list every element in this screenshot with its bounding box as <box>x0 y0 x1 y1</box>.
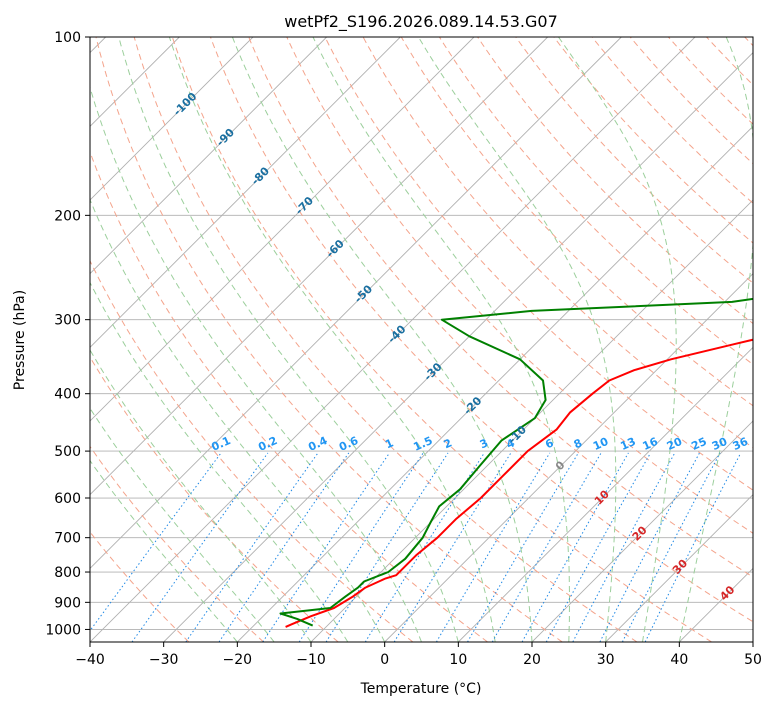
mixing-ratio-line <box>491 452 602 642</box>
isotherm-line <box>90 37 327 275</box>
x-tick-label: 20 <box>523 652 541 668</box>
moist-adiabat-line <box>231 37 533 642</box>
x-tick-label: −30 <box>149 652 179 668</box>
mixing-ratio-label: 30 <box>710 435 730 453</box>
isotherm-line <box>90 37 696 642</box>
mixing-ratio-label: 13 <box>618 435 637 453</box>
mixing-ratio-line <box>621 452 721 642</box>
temperature-profile-line <box>285 338 753 628</box>
x-tick-label: −40 <box>75 652 105 668</box>
dry-adiabat-line <box>90 259 414 642</box>
y-tick-label: 600 <box>54 491 81 507</box>
y-axis-title: Pressure (hPa) <box>12 290 28 390</box>
mixing-ratio-line <box>521 452 629 642</box>
x-axis: −40 −30 −20 −10 0 10 20 30 40 50 <box>75 642 762 668</box>
isotherm-line <box>163 52 753 642</box>
dry-adiabat-line <box>90 445 264 642</box>
isotherm-line <box>90 37 475 422</box>
y-tick-label: 400 <box>54 387 81 403</box>
x-tick-label: 0 <box>380 652 389 668</box>
moist-adiabat-line <box>118 37 459 642</box>
mixing-ratio-line <box>325 452 449 642</box>
isotherm-line <box>237 125 753 642</box>
dry-adiabat-line <box>515 37 753 284</box>
mixing-ratio-line <box>185 452 319 642</box>
y-tick-label: 300 <box>54 313 81 329</box>
dewpoint-profile-line <box>279 297 753 627</box>
y-tick-label: 200 <box>54 208 81 224</box>
moist-adiabat-line <box>312 37 570 642</box>
x-tick-label: 40 <box>670 652 688 668</box>
dry-adiabat-line <box>629 37 753 165</box>
x-tick-label: 50 <box>744 652 762 668</box>
dry-adiabat-line <box>324 37 753 491</box>
mixing-ratio-line <box>298 452 424 642</box>
moist-adiabat-line <box>90 281 349 642</box>
isotherm-line <box>90 37 401 348</box>
profile-lines <box>279 297 753 628</box>
y-axis: 100 200 300 400 500 600 700 800 900 1000 <box>45 30 90 638</box>
mixing-ratio-line <box>644 452 742 642</box>
mixing-ratio-label: 10 <box>591 435 611 453</box>
y-tick-label: 100 <box>54 30 81 46</box>
isotherm-line <box>90 37 622 569</box>
dry-adiabat-line <box>477 37 753 325</box>
mixing-ratio-label: 20 <box>665 435 685 453</box>
moist-adiabat-line <box>90 85 422 642</box>
x-tick-label: 10 <box>449 652 467 668</box>
mixing-ratio-label: 16 <box>641 435 661 453</box>
background-reference-lines <box>90 37 753 642</box>
moist-adiabat-line <box>90 459 238 642</box>
y-tick-label: 900 <box>54 595 81 611</box>
isotherm-line <box>90 37 254 201</box>
isotherm-line <box>458 346 753 642</box>
mixing-ratio-line <box>393 452 512 642</box>
mixing-ratio-label: 25 <box>689 435 708 453</box>
dry-adiabat-line <box>362 37 753 449</box>
moist-adiabat-line <box>558 37 677 642</box>
mixing-ratio-line <box>467 452 579 642</box>
dry-adiabat-line <box>171 37 712 642</box>
chart-title: wetPf2_S196.2026.089.14.53.G07 <box>284 12 558 32</box>
moist-adiabat-line <box>90 407 275 642</box>
isotherm-line <box>605 494 753 642</box>
mixing-ratio-line <box>90 452 222 632</box>
isotherm-line <box>384 273 753 642</box>
moist-adiabat-line <box>90 198 386 642</box>
mixing-ratio-line <box>364 452 485 642</box>
dry-adiabat-line <box>133 37 638 642</box>
x-axis-title: Temperature (°C) <box>360 681 482 697</box>
dry-adiabat-line <box>400 37 753 407</box>
x-tick-label: 30 <box>597 652 615 668</box>
moist-adiabat-line <box>168 37 496 642</box>
mixing-ratio-line <box>435 452 551 642</box>
mixing-ratio-label: 36 <box>731 435 751 453</box>
y-tick-label: 1000 <box>45 622 81 638</box>
mixing-ratio-line <box>131 452 269 642</box>
plot-frame <box>89 36 754 643</box>
y-tick-label: 500 <box>54 444 81 460</box>
moist-adiabat-line <box>417 37 617 642</box>
y-tick-label: 800 <box>54 565 81 581</box>
mixing-ratio-line <box>262 452 390 642</box>
dry-adiabat-line <box>95 37 563 642</box>
x-tick-label: −10 <box>296 652 326 668</box>
dry-adiabat-line <box>248 37 753 578</box>
x-tick-label: −20 <box>223 652 253 668</box>
isotherm-line <box>531 420 753 642</box>
isotherm-line <box>90 37 548 496</box>
dry-adiabat-line <box>591 37 753 204</box>
y-tick-label: 700 <box>54 531 81 547</box>
dry-adiabat-line <box>210 37 753 623</box>
